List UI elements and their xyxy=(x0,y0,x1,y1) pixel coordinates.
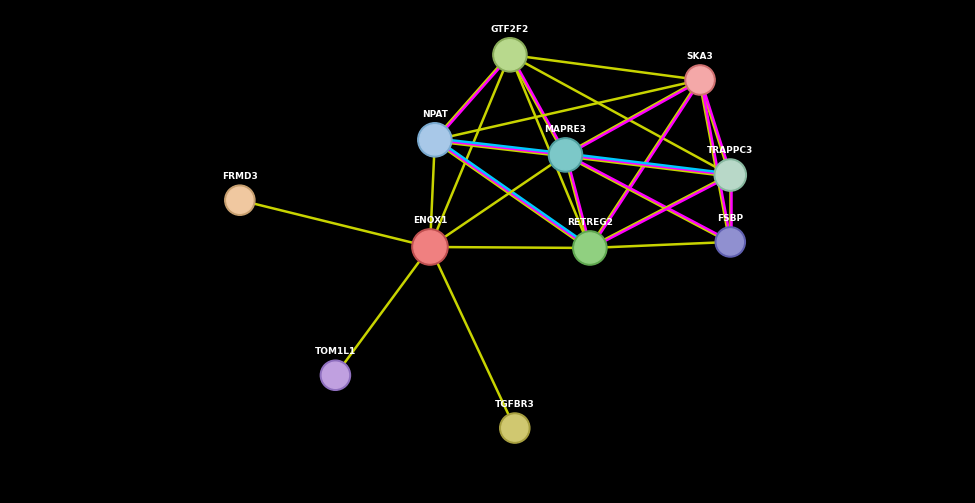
Circle shape xyxy=(716,227,745,257)
Circle shape xyxy=(417,123,452,157)
Circle shape xyxy=(411,229,448,265)
Circle shape xyxy=(502,415,527,441)
Circle shape xyxy=(323,362,348,388)
Circle shape xyxy=(575,233,604,263)
Circle shape xyxy=(492,38,527,72)
Circle shape xyxy=(321,360,350,390)
Text: GTF2F2: GTF2F2 xyxy=(490,25,529,34)
Circle shape xyxy=(717,161,744,189)
Circle shape xyxy=(495,40,525,70)
Circle shape xyxy=(687,67,713,93)
Text: FSBP: FSBP xyxy=(718,214,743,223)
Circle shape xyxy=(500,413,529,443)
Circle shape xyxy=(413,231,447,263)
Circle shape xyxy=(225,185,254,215)
Text: NPAT: NPAT xyxy=(422,110,448,119)
Circle shape xyxy=(551,140,580,170)
Text: FRMD3: FRMD3 xyxy=(222,172,257,181)
Circle shape xyxy=(227,187,253,213)
Circle shape xyxy=(548,138,583,172)
Text: TRAPPC3: TRAPPC3 xyxy=(707,146,754,155)
Text: RETREG2: RETREG2 xyxy=(566,218,613,227)
Text: TGFBR3: TGFBR3 xyxy=(495,400,534,409)
Circle shape xyxy=(718,229,743,255)
Circle shape xyxy=(714,159,747,191)
Text: MAPRE3: MAPRE3 xyxy=(545,125,586,134)
Circle shape xyxy=(685,65,715,95)
Circle shape xyxy=(420,125,449,155)
Circle shape xyxy=(572,231,607,265)
Text: ENOX1: ENOX1 xyxy=(412,216,448,225)
Text: SKA3: SKA3 xyxy=(686,52,714,61)
Text: TOM1L1: TOM1L1 xyxy=(315,347,356,356)
